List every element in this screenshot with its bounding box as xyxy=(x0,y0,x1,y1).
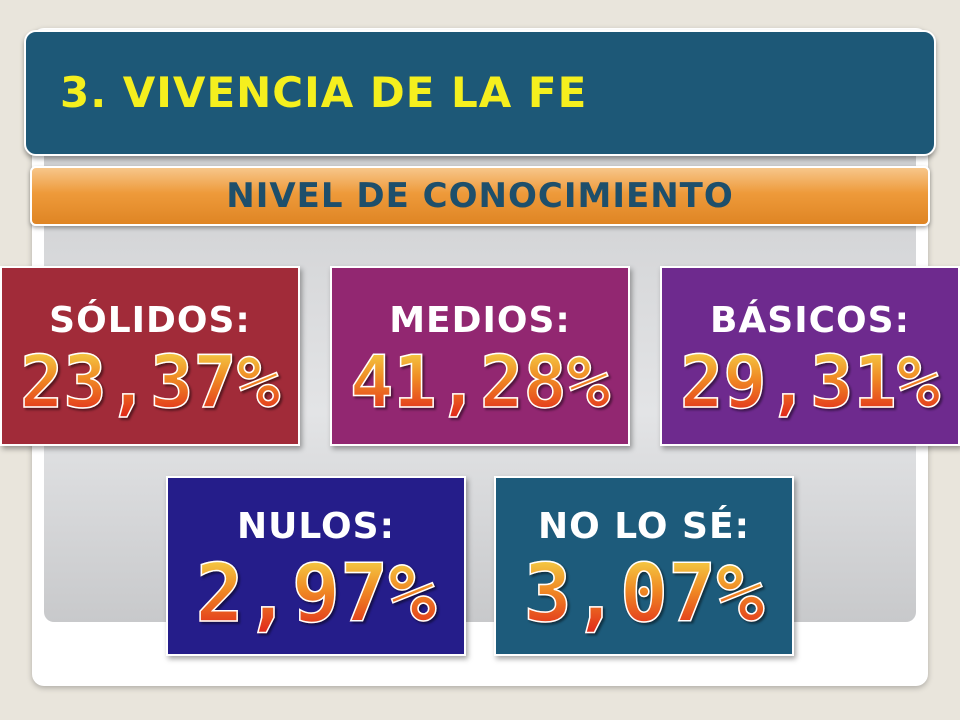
stat-box-nulos: NULOS: 2,97% xyxy=(166,476,466,656)
stat-box-medios: MEDIOS: 41,28% xyxy=(330,266,630,446)
stat-label-medios: MEDIOS: xyxy=(389,300,571,341)
stat-value-basicos: 29,31% xyxy=(662,345,958,419)
subtitle-bar: NIVEL DE CONOCIMIENTO xyxy=(30,166,930,226)
stat-value-medios: 41,28% xyxy=(332,345,628,419)
stat-box-solidos: SÓLIDOS: 23,37% xyxy=(0,266,300,446)
stat-label-basicos: BÁSICOS: xyxy=(710,300,910,341)
stat-value-solidos: 23,37% xyxy=(2,345,298,419)
slide-title: 3. VIVENCIA DE LA FE xyxy=(60,68,588,117)
stat-box-basicos: BÁSICOS: 29,31% xyxy=(660,266,960,446)
stat-value-no-lo-se: 3,07% xyxy=(496,553,792,635)
title-bar: 3. VIVENCIA DE LA FE xyxy=(24,30,936,156)
slide-subtitle: NIVEL DE CONOCIMIENTO xyxy=(226,176,734,216)
stat-box-no-lo-se: NO LO SÉ: 3,07% xyxy=(494,476,794,656)
stat-label-nulos: NULOS: xyxy=(237,506,395,547)
stat-label-no-lo-se: NO LO SÉ: xyxy=(538,506,750,547)
stat-label-solidos: SÓLIDOS: xyxy=(49,300,251,341)
stat-value-nulos: 2,97% xyxy=(168,553,464,635)
